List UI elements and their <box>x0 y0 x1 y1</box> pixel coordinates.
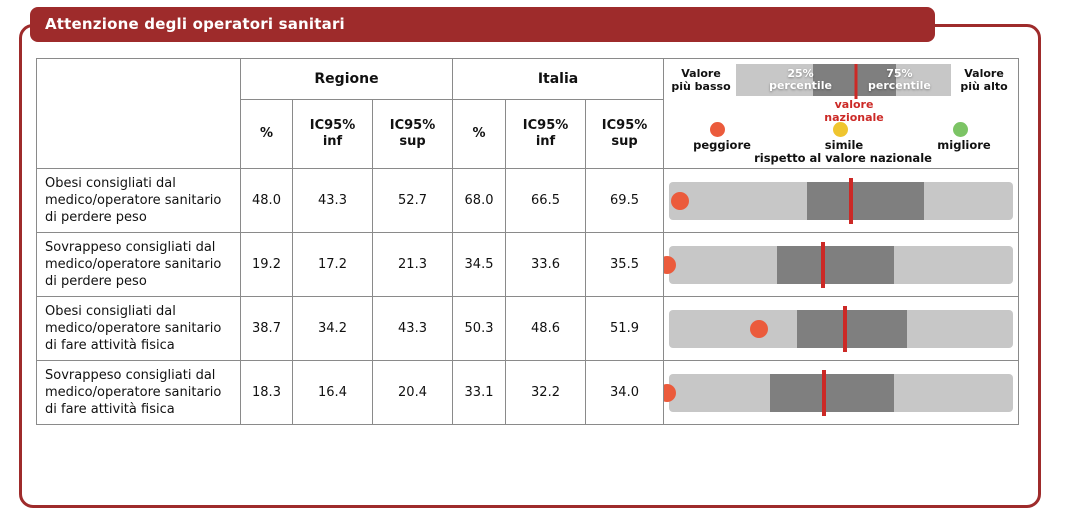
group-header-row: Regione Italia Valore più basso 25% perc… <box>36 58 1020 169</box>
interquartile-band <box>806 181 924 220</box>
value-cell: 51.9 <box>585 296 665 361</box>
legend-highest-label: Valore più alto <box>960 67 1008 93</box>
value-cell: 68.0 <box>452 168 507 233</box>
legend-lowest-label: Valore più basso <box>671 67 731 93</box>
table-row: Obesi consigliati dal medico/operatore s… <box>36 168 1020 233</box>
table-header: Regione Italia Valore più basso 25% perc… <box>36 58 1020 169</box>
interquartile-band <box>796 309 908 348</box>
row-label: Sovrappeso consigliati dal medico/operat… <box>36 232 241 297</box>
value-cell: 52.7 <box>371 168 454 233</box>
subheader-italia-pct: % <box>452 99 507 169</box>
legend-caption: rispetto al valore nazionale <box>754 151 932 165</box>
table-body: Obesi consigliati dal medico/operatore s… <box>36 168 1020 425</box>
sub-header-row: % IC95% inf IC95% sup % IC95% inf IC95% … <box>37 99 1019 169</box>
value-cell: 20.4 <box>371 360 454 425</box>
region-marker-dot-icon <box>664 383 676 402</box>
value-cell: 66.5 <box>505 168 587 233</box>
legend: Valore più basso 25% percentile 75% perc… <box>664 59 1018 168</box>
legend-similar-dot-icon <box>833 122 849 137</box>
legend-interquartile-band <box>812 64 896 96</box>
percentile-bar-cell <box>663 296 1020 361</box>
value-cell: 19.2 <box>240 232 293 297</box>
value-cell: 38.7 <box>240 296 293 361</box>
table-row: Sovrappeso consigliati dal medico/operat… <box>36 360 1020 425</box>
region-marker-dot-icon <box>750 319 769 338</box>
value-cell: 50.3 <box>452 296 507 361</box>
value-cell: 35.5 <box>585 232 665 297</box>
legend-better-label: migliore <box>937 138 991 152</box>
region-marker-dot-icon <box>671 191 690 210</box>
row-label: Obesi consigliati dal medico/operatore s… <box>36 296 241 361</box>
percentile-bar <box>669 177 1014 224</box>
percentile-bar-cell <box>663 232 1020 297</box>
region-marker-dot-icon <box>664 255 676 274</box>
row-label: Obesi consigliati dal medico/operatore s… <box>36 168 241 233</box>
national-value-line <box>848 177 853 224</box>
value-cell: 48.6 <box>505 296 587 361</box>
legend-national-label: valore nazionale <box>824 98 884 124</box>
percentile-bar <box>664 241 1014 288</box>
percentile-bar <box>669 305 1014 352</box>
value-cell: 16.4 <box>292 360 373 425</box>
legend-percentile-bar: 25% percentile 75% percentile <box>736 64 952 99</box>
value-cell: 43.3 <box>371 296 454 361</box>
national-value-line <box>821 241 826 288</box>
subheader-regione-ic-sup: IC95% sup <box>371 99 454 169</box>
table-row: Sovrappeso consigliati dal medico/operat… <box>36 232 1020 297</box>
legend-p75-label: 75% percentile <box>867 67 931 92</box>
value-cell: 34.2 <box>292 296 373 361</box>
legend-p25-label: 25% percentile <box>769 67 832 92</box>
group-header-italia: Italia <box>452 58 665 100</box>
subheader-regione-pct: % <box>240 99 293 169</box>
table-row: Obesi consigliati dal medico/operatore s… <box>36 296 1020 361</box>
interquartile-band <box>770 373 894 412</box>
group-header-regione: Regione <box>239 58 454 100</box>
corner-cell <box>36 58 241 169</box>
panel-title: Attenzione degli operatori sanitari <box>45 15 345 33</box>
value-cell: 48.0 <box>240 168 293 233</box>
legend-better-dot-icon <box>953 122 969 137</box>
legend-worse-label: peggiore <box>693 138 751 152</box>
value-cell: 33.6 <box>505 232 587 297</box>
interquartile-band <box>777 245 894 284</box>
indicators-table: Regione Italia Valore più basso 25% perc… <box>36 58 1020 425</box>
value-cell: 43.3 <box>292 168 373 233</box>
value-cell: 69.5 <box>585 168 665 233</box>
value-cell: 34.0 <box>585 360 665 425</box>
national-value-line <box>822 369 827 416</box>
subheader-italia-ic-sup: IC95% sup <box>585 99 665 169</box>
value-cell: 32.2 <box>505 360 587 425</box>
value-cell: 34.5 <box>452 232 507 297</box>
value-cell: 33.1 <box>452 360 507 425</box>
legend-cell: Valore più basso 25% percentile 75% perc… <box>663 58 1020 169</box>
subheader-regione-ic-inf: IC95% inf <box>292 99 373 169</box>
percentile-bar <box>664 369 1014 416</box>
national-value-line <box>843 305 848 352</box>
percentile-bar-cell <box>663 168 1020 233</box>
subheader-italia-ic-inf: IC95% inf <box>505 99 587 169</box>
legend-worse-dot-icon <box>710 122 726 137</box>
legend-similar-label: simile <box>824 138 864 152</box>
panel-title-bar: Attenzione degli operatori sanitari <box>30 7 935 42</box>
value-cell: 18.3 <box>240 360 293 425</box>
legend-national-line <box>854 64 858 99</box>
row-label: Sovrappeso consigliati dal medico/operat… <box>36 360 241 425</box>
value-cell: 21.3 <box>371 232 454 297</box>
percentile-bar-cell <box>663 360 1020 425</box>
value-cell: 17.2 <box>292 232 373 297</box>
